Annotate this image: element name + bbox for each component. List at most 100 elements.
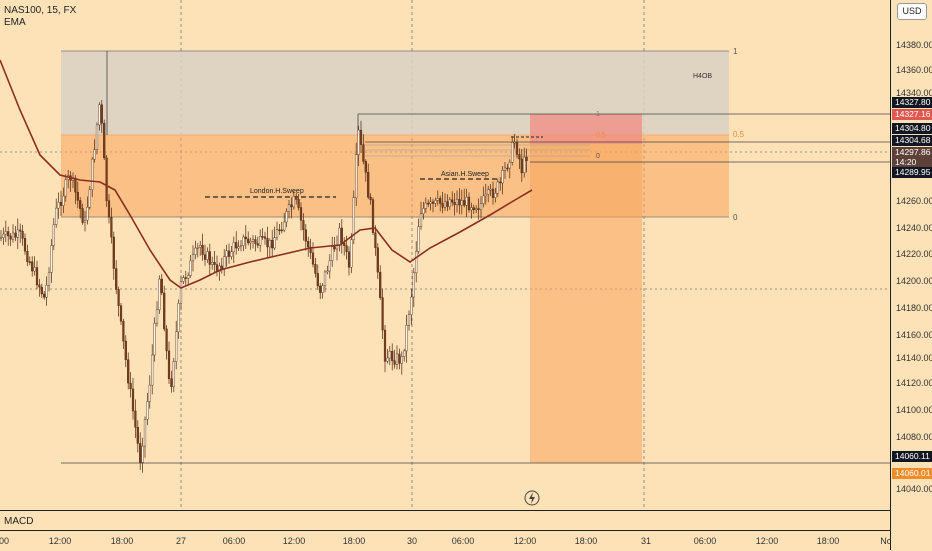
candle-body: [153, 322, 156, 356]
candle-body: [489, 188, 492, 191]
candle-body: [155, 309, 159, 324]
candle-body: [453, 202, 456, 206]
candle-body: [26, 251, 29, 262]
candle-body: [359, 129, 363, 145]
candle-body: [0, 237, 3, 239]
take-profit-zone[interactable]: [530, 144, 642, 463]
symbol-title[interactable]: NAS100, 15, FX: [4, 5, 77, 16]
candle-body: [424, 202, 427, 209]
candle-body: [321, 285, 324, 293]
candle-body: [194, 247, 197, 255]
candle-body: [319, 285, 322, 293]
candle-body: [273, 237, 276, 249]
price-tick-label: 14180.00: [896, 303, 932, 313]
ema-indicator-label[interactable]: EMA: [4, 17, 26, 28]
currency-button[interactable]: USD: [897, 3, 927, 20]
candle-body: [59, 201, 63, 206]
price-tag: 14060.01: [892, 468, 932, 479]
candle-body: [115, 268, 118, 290]
candle-body: [131, 388, 135, 412]
candle-body: [182, 277, 185, 282]
candle-body: [350, 239, 353, 268]
zone-label: H4OB: [693, 73, 712, 80]
candle-body: [167, 350, 171, 379]
candle-body: [395, 353, 399, 365]
candle-body: [143, 418, 147, 447]
candle-body: [326, 270, 329, 273]
candle-body: [40, 286, 43, 295]
candle-body: [311, 252, 315, 265]
candle-body: [503, 167, 507, 171]
candle-body: [19, 229, 22, 232]
candle-body: [47, 272, 51, 286]
candle-body: [86, 207, 89, 221]
candle-body: [199, 245, 202, 248]
price-tag: 14327.16: [892, 109, 932, 120]
price-tick-label: 14080.00: [896, 432, 932, 442]
time-tick-label: No: [880, 536, 892, 546]
time-tick-label: 12:00: [282, 536, 306, 546]
candle-body: [393, 360, 396, 365]
candle-body: [472, 207, 475, 211]
candle-body: [79, 200, 82, 209]
candle-body: [107, 200, 111, 218]
price-tick-label: 14360.00: [896, 65, 932, 75]
candle-body: [251, 239, 255, 242]
candle-body: [175, 331, 178, 362]
time-axis[interactable]: 00 12:00 18:00 27 06:00 12:00 18:00 30 06:00 12:0…: [0, 530, 892, 551]
candle-body: [124, 340, 127, 360]
candle-body: [314, 264, 317, 274]
candle-body: [436, 198, 439, 201]
candle-body: [419, 213, 423, 227]
candle-body: [487, 189, 490, 195]
candle-body: [523, 156, 526, 174]
candle-body: [383, 329, 387, 362]
candle-body: [410, 296, 413, 315]
candle-body: [292, 196, 295, 208]
small-fib-bottom-label: 0: [596, 153, 600, 160]
candle-body: [290, 204, 293, 208]
candle-body: [220, 265, 223, 269]
candle-body: [463, 200, 466, 206]
price-tag: 14327.80: [892, 97, 932, 108]
candle-body: [9, 235, 12, 240]
price-chart[interactable]: H4OB 1 0.5 0 1 0.5 0 London.H.Sweep Asia…: [0, 0, 890, 510]
candle-body: [151, 354, 154, 386]
candle-body: [254, 239, 257, 244]
candle-body: [223, 256, 226, 269]
candle-body: [328, 260, 331, 272]
candle-body: [74, 177, 77, 193]
candle-body: [460, 200, 463, 206]
candle-body: [57, 201, 60, 209]
macd-pane[interactable]: MACD: [0, 510, 890, 531]
candle-body: [506, 167, 509, 170]
candle-body: [340, 227, 343, 244]
lightning-icon[interactable]: [524, 490, 540, 506]
candle-body: [103, 123, 106, 159]
candle-body: [331, 246, 334, 261]
candle-body: [35, 267, 39, 286]
candle-body: [467, 196, 471, 211]
candle-body: [259, 236, 262, 246]
candle-body: [110, 217, 113, 238]
candle-body: [134, 410, 137, 428]
macd-label: MACD: [4, 516, 34, 527]
candle-body: [391, 351, 394, 361]
candle-body: [297, 199, 300, 208]
candle-body: [203, 254, 207, 260]
candle-body: [280, 229, 283, 232]
candle-body: [287, 204, 291, 212]
stop-loss-zone[interactable]: [530, 114, 642, 144]
fib-bottom-label: 0: [733, 213, 738, 222]
candle-body: [196, 247, 199, 249]
candle-body: [343, 242, 346, 246]
candle-body: [189, 260, 192, 276]
candle-body: [208, 251, 211, 265]
price-tick-label: 14380.00: [896, 40, 932, 50]
candle-body: [88, 189, 91, 208]
candle-body: [451, 199, 454, 203]
candle-body: [491, 188, 495, 198]
candle-body: [405, 325, 408, 352]
price-axis[interactable]: 14380.00 14360.00 14340.00 14260.00 14240.00…: [890, 0, 932, 550]
candle-body: [232, 242, 235, 253]
